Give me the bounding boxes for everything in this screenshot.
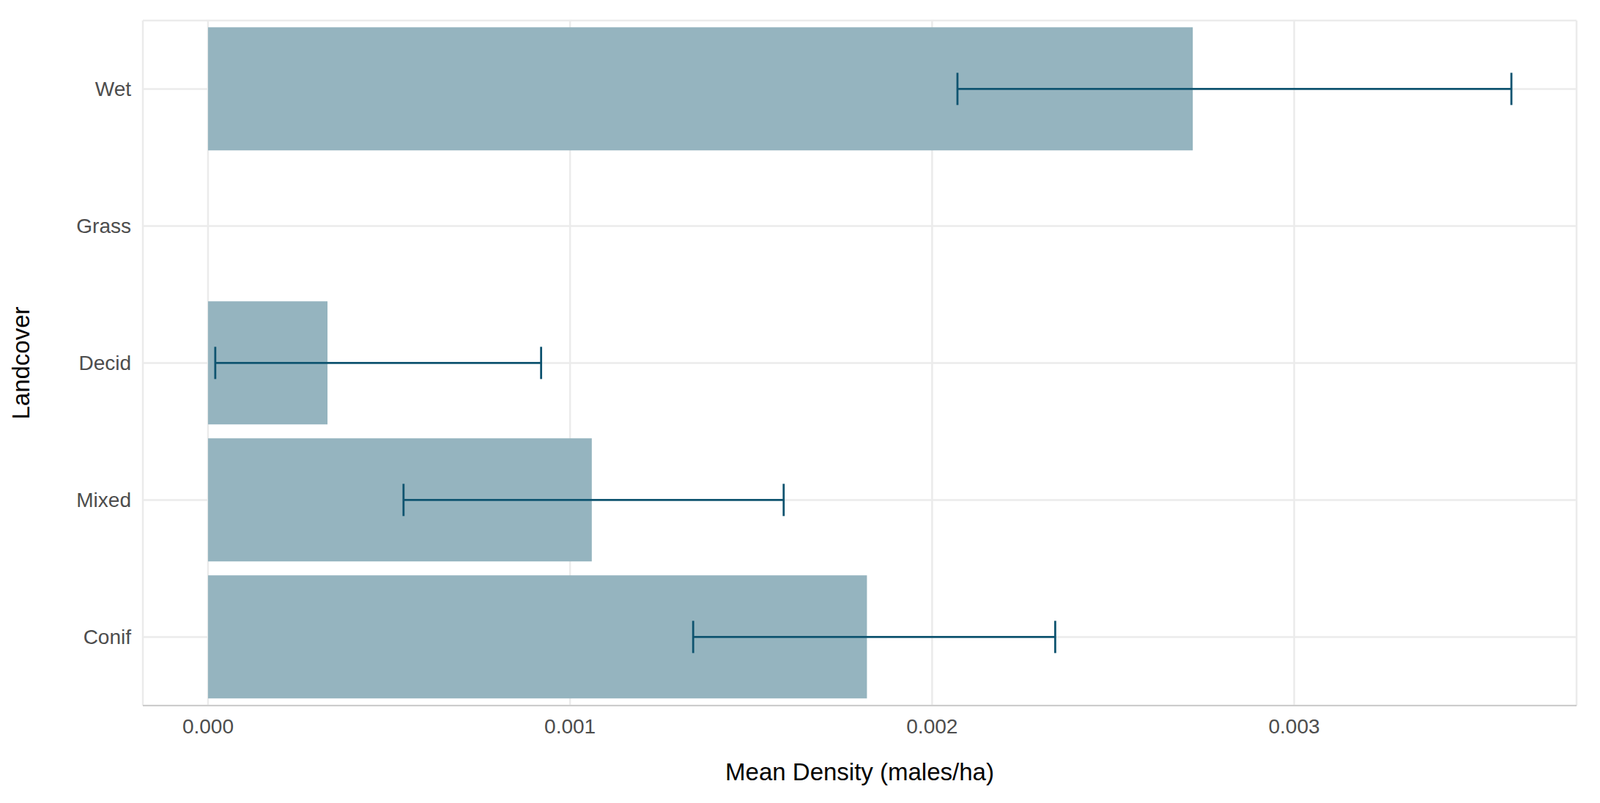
svg-text:Grass: Grass	[76, 214, 132, 238]
svg-text:Decid: Decid	[78, 351, 132, 375]
svg-text:Conif: Conif	[83, 625, 132, 649]
svg-text:0.002: 0.002	[906, 715, 958, 738]
svg-text:Wet: Wet	[95, 77, 132, 101]
svg-text:0.000: 0.000	[182, 715, 234, 738]
svg-text:Mean Density (males/ha): Mean Density (males/ha)	[725, 758, 995, 786]
svg-text:0.001: 0.001	[544, 715, 596, 738]
svg-text:Landcover: Landcover	[7, 306, 35, 420]
svg-text:0.003: 0.003	[1268, 715, 1320, 738]
svg-text:Mixed: Mixed	[76, 488, 132, 512]
